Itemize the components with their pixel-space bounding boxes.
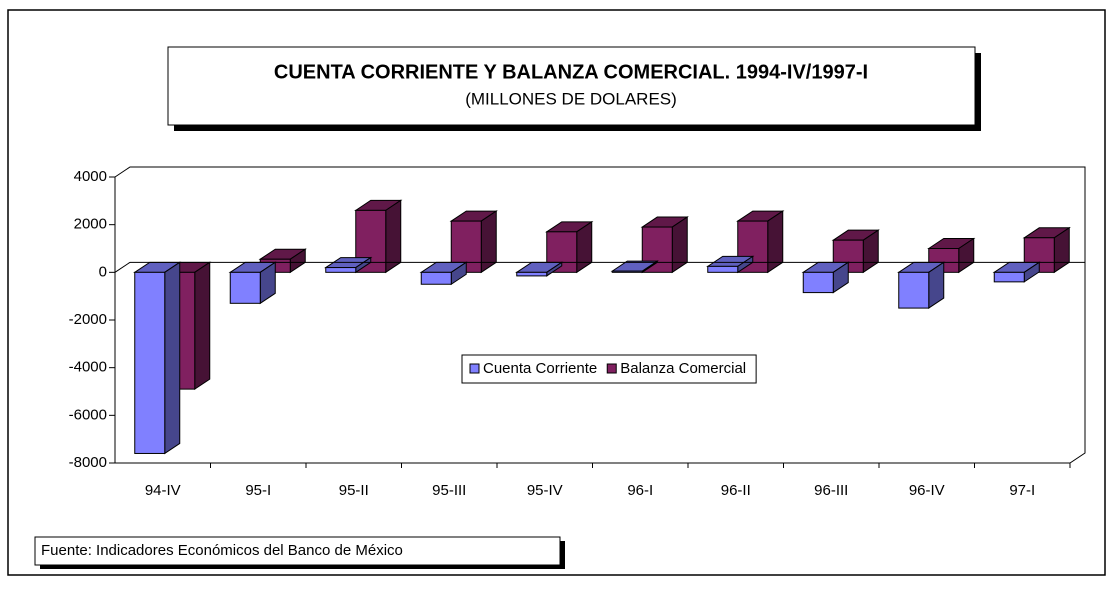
y-tick-label: 2000 [74, 216, 107, 233]
bar [707, 265, 739, 273]
bar [420, 271, 452, 285]
bar-side [194, 261, 211, 391]
legend-label: Cuenta Corriente [483, 360, 597, 377]
bar [611, 270, 643, 273]
y-tick-label: -2000 [69, 311, 107, 328]
bar [229, 271, 261, 304]
legend-swatch [606, 363, 617, 374]
bar [898, 271, 930, 309]
x-tick-label: 97-I [1009, 482, 1035, 499]
y-tick-label: -6000 [69, 406, 107, 423]
x-tick-label: 96-II [721, 482, 751, 499]
bar [134, 271, 166, 454]
x-tick-label: 96-IV [909, 482, 945, 499]
legend-swatch [469, 363, 480, 374]
chart-subtitle: (MILLONES DE DOLARES) [465, 89, 677, 108]
x-tick-label: 95-I [245, 482, 271, 499]
source: Fuente: Indicadores Económicos del Banco… [41, 542, 403, 559]
bar [325, 267, 357, 273]
bar [993, 271, 1025, 283]
bar-side [480, 210, 497, 274]
bar-side [385, 199, 402, 274]
bar-side [767, 210, 784, 274]
source-box [34, 536, 561, 566]
y-tick-label: 0 [99, 263, 107, 280]
bar-side [671, 216, 688, 274]
x-tick-label: 94-IV [145, 482, 181, 499]
y-tick-label: 4000 [74, 168, 107, 185]
zero-line [114, 261, 131, 273]
x-tick-label: 95-III [432, 482, 466, 499]
chart-title: CUENTA CORRIENTE Y BALANZA COMERCIAL. 19… [274, 61, 868, 83]
legend-label: Balanza Comercial [620, 360, 746, 377]
x-tick-label: 96-I [627, 482, 653, 499]
plot-area [114, 166, 1086, 464]
bar-side [164, 261, 181, 455]
title-box [167, 46, 976, 126]
y-tick-label: -4000 [69, 359, 107, 376]
x-tick-label: 96-III [814, 482, 848, 499]
x-tick-label: 95-II [339, 482, 369, 499]
x-tick-label: 95-IV [527, 482, 563, 499]
bar [516, 271, 548, 277]
bar [802, 271, 834, 294]
y-tick-label: -8000 [69, 454, 107, 471]
